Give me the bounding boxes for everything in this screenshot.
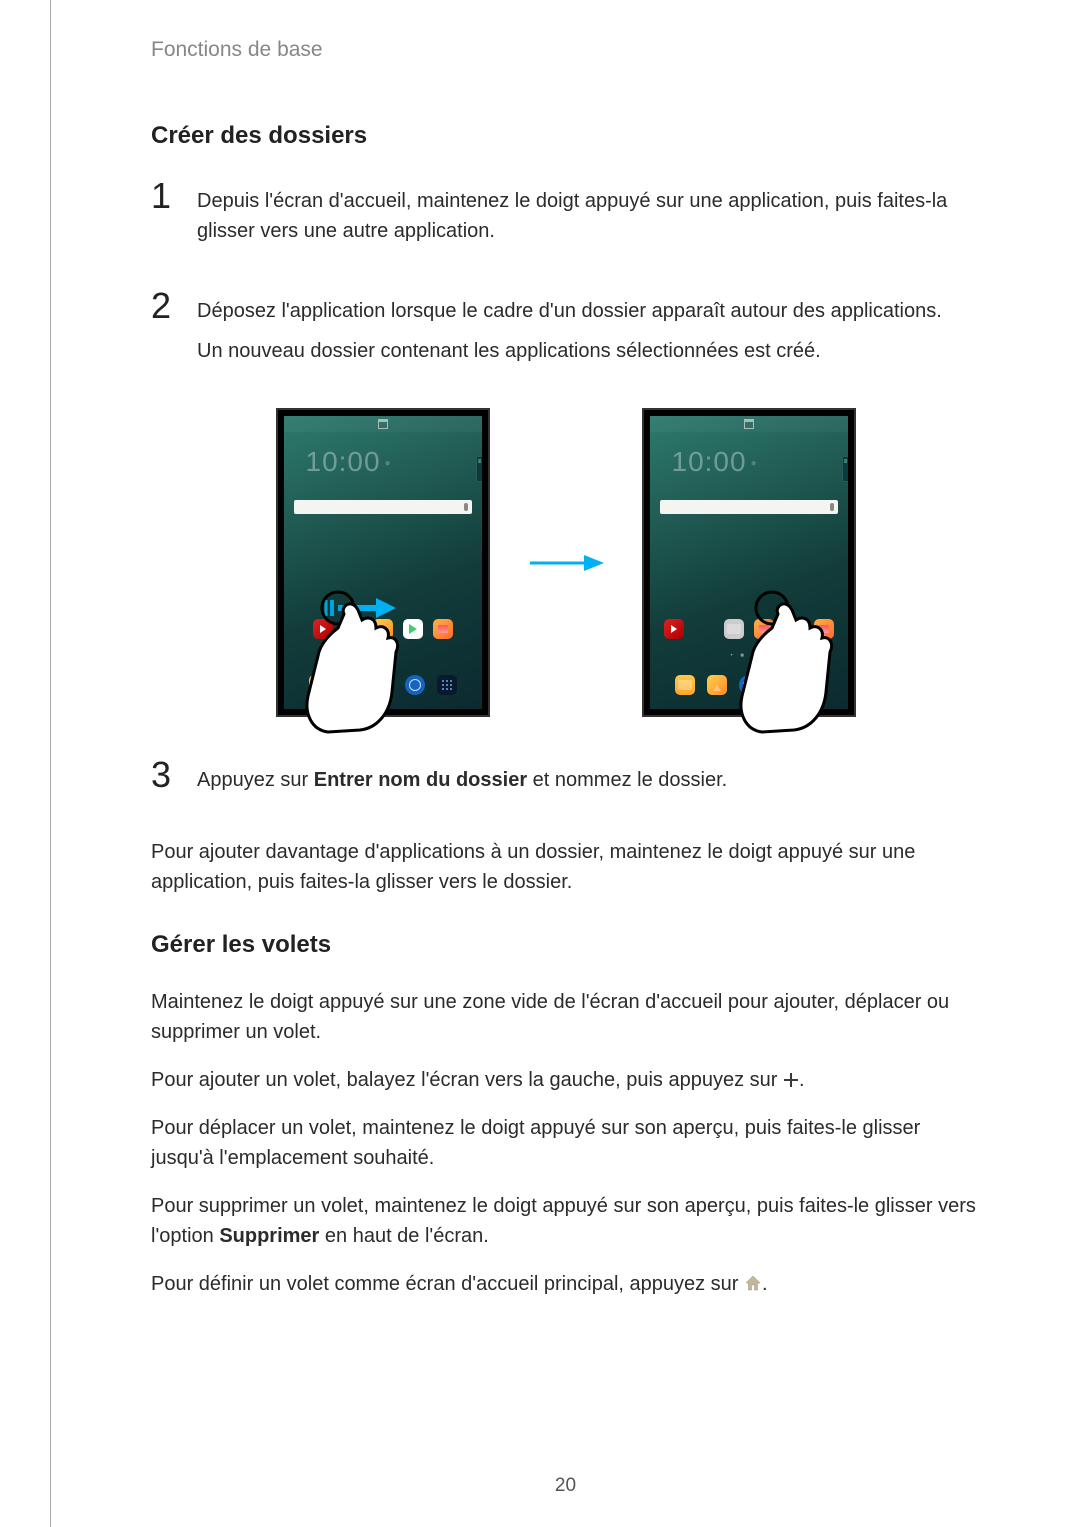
app-icon: [437, 675, 457, 695]
paragraph: Pour déplacer un volet, maintenez le doi…: [151, 1113, 980, 1173]
breadcrumb: Fonctions de base: [151, 38, 980, 62]
arrow-icon: [526, 551, 606, 575]
page-indicator: • ■ • •: [650, 653, 848, 659]
app-icon: [771, 675, 791, 695]
app-icon: [403, 619, 423, 639]
clock-text: 10:00●: [284, 432, 482, 478]
step-number: 3: [151, 757, 187, 793]
app-icon: [675, 675, 695, 695]
plus-icon: [783, 1072, 799, 1088]
step-text: Appuyez sur Entrer nom du dossier et nom…: [197, 765, 727, 795]
app-icon: [784, 619, 804, 639]
app-icon: [405, 675, 425, 695]
page-number: 20: [51, 1475, 1080, 1497]
post-paragraph: Pour ajouter davantage d'applications à …: [151, 837, 980, 897]
step-text: Déposez l'application lorsque le cadre d…: [197, 296, 942, 326]
app-icon: [343, 619, 363, 639]
paragraph: Maintenez le doigt appuyé sur une zone v…: [151, 987, 980, 1047]
edge-widget-icon: ≡: [476, 456, 482, 482]
paragraph: Pour définir un volet comme écran d'accu…: [151, 1269, 980, 1299]
step-1: 1 Depuis l'écran d'accueil, maintenez le…: [151, 178, 980, 256]
app-icon: [754, 619, 774, 639]
app-icon: [707, 675, 727, 695]
app-icon: [664, 619, 684, 639]
step-text: Un nouveau dossier contenant les applica…: [197, 336, 942, 366]
app-row: [650, 619, 848, 639]
tablet-before: ≡ 10:00● • ■ • •: [276, 408, 490, 717]
app-row: [284, 619, 482, 639]
mic-icon: [464, 503, 468, 511]
app-icon: [814, 619, 834, 639]
step-number: 1: [151, 178, 187, 214]
clock-text: 10:00●: [650, 432, 848, 478]
figure-create-folder: ≡ 10:00● • ■ • •: [151, 408, 980, 717]
page-indicator: • ■ • •: [284, 653, 482, 659]
edge-widget-icon: ≡: [842, 456, 848, 482]
mic-icon: [830, 503, 834, 511]
search-bar: [660, 500, 838, 514]
app-icon: [313, 619, 333, 639]
dock-row: [650, 675, 848, 695]
step-text: Depuis l'écran d'accueil, maintenez le d…: [197, 186, 980, 246]
step-3: 3 Appuyez sur Entrer nom du dossier et n…: [151, 757, 980, 805]
paragraph: Pour ajouter un volet, balayez l'écran v…: [151, 1065, 980, 1095]
heading-create-folders: Créer des dossiers: [151, 122, 980, 150]
app-icon: [373, 675, 393, 695]
dock-row: [284, 675, 482, 695]
tablet-after: ≡ 10:00● • ■ • •: [642, 408, 856, 717]
step-number: 2: [151, 288, 187, 324]
paragraph: Pour supprimer un volet, maintenez le do…: [151, 1191, 980, 1251]
home-icon: [744, 1271, 762, 1289]
trash-icon: [744, 419, 754, 429]
app-icon: [724, 619, 744, 639]
app-icon: [803, 675, 823, 695]
app-icon: [309, 675, 329, 695]
trash-icon: [378, 419, 388, 429]
step-2: 2 Déposez l'application lorsque le cadre…: [151, 288, 980, 376]
app-icon: [433, 619, 453, 639]
heading-manage-panes: Gérer les volets: [151, 931, 980, 959]
search-bar: [294, 500, 472, 514]
app-icon: [373, 619, 393, 639]
app-icon: [341, 675, 361, 695]
app-icon: [739, 675, 759, 695]
